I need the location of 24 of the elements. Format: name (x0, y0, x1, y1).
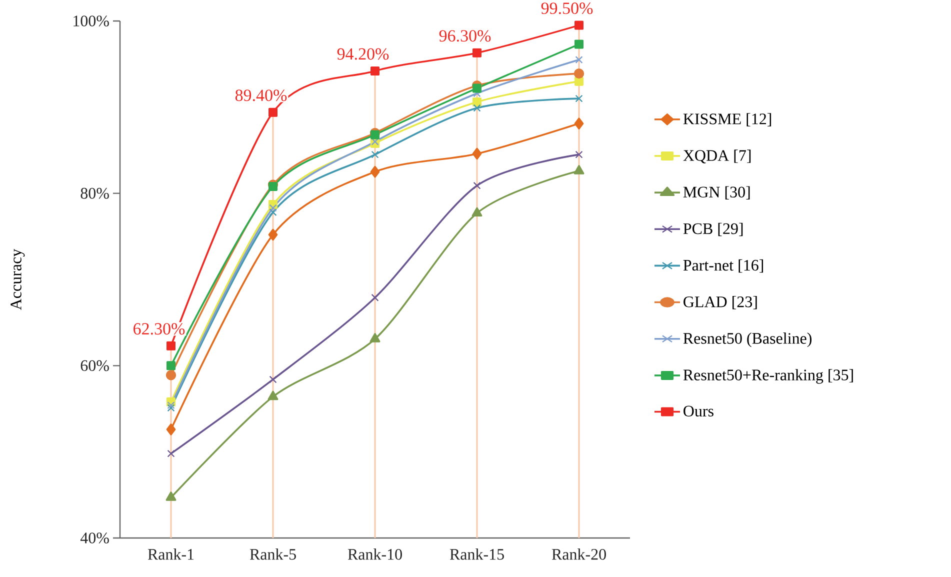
x-tick-label: Rank-15 (450, 548, 504, 560)
y-axis-title: Accuracy (10, 248, 25, 310)
data-label: 89.40% (235, 90, 287, 102)
legend-label: XQDA [7] (683, 150, 751, 164)
legend-label: Resnet50+Re-ranking [35] (683, 369, 853, 384)
data-label: 96.30% (439, 30, 491, 42)
legend-label: MGN [30] (683, 186, 750, 200)
y-tick-label: 60% (80, 360, 109, 372)
x-tick-label: Rank-20 (552, 548, 606, 560)
data-label: 99.50% (541, 2, 593, 14)
legend-label: KISSME [12] (683, 113, 772, 126)
data-label: 94.20% (337, 48, 389, 60)
y-tick-label: 40% (80, 532, 109, 544)
x-tick-label: Rank-1 (148, 548, 194, 560)
x-tick-label: Rank-5 (250, 548, 296, 560)
y-tick-label: 100% (74, 16, 109, 26)
legend-label: Ours (684, 406, 714, 416)
x-tick-label: Rank-10 (348, 548, 402, 560)
legend-label: PCB [29] (683, 222, 743, 236)
legend-label: Resnet50 (Baseline) (683, 332, 812, 348)
data-label: 62.30% (134, 323, 185, 335)
y-tick-label: 80% (80, 188, 109, 199)
legend-label: GLAD [23] (684, 296, 757, 310)
legend-label: Part-net [16] (683, 259, 764, 273)
